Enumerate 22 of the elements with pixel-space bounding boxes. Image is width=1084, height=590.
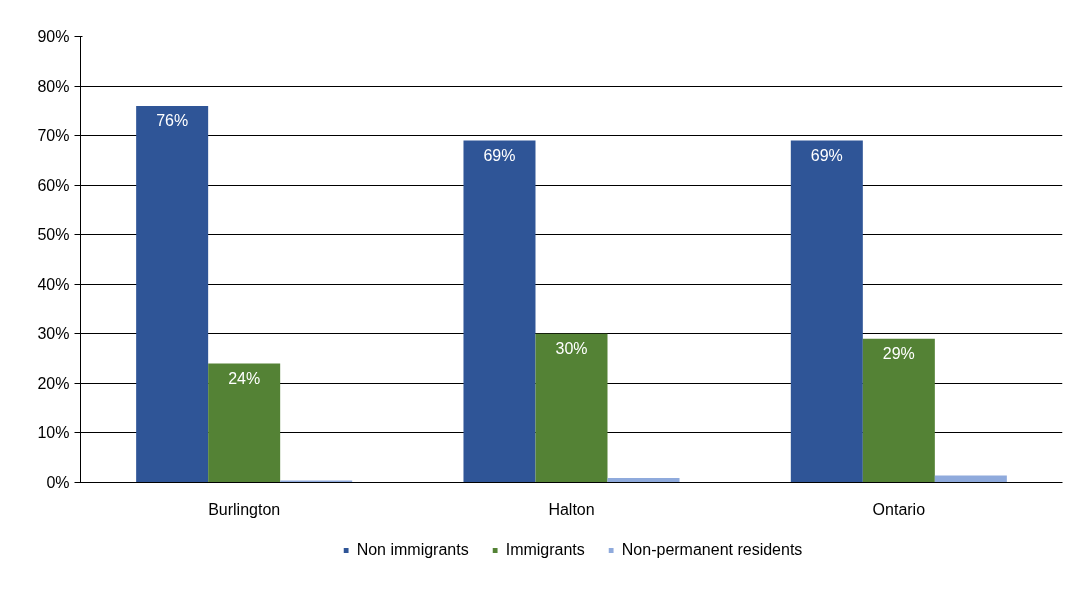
y-tick-label: 60% (37, 176, 70, 194)
data-label: 24% (228, 369, 261, 387)
y-tick-label: 10% (37, 424, 70, 442)
data-label: 29% (882, 345, 915, 363)
y-tick-label: 90% (37, 28, 70, 45)
y-tick-label: 40% (37, 275, 70, 293)
y-tick-label: 70% (37, 127, 70, 145)
y-tick-label: 30% (37, 325, 70, 343)
x-tick-label: Halton (548, 500, 595, 518)
y-tick-label: 0% (46, 474, 70, 491)
data-label: 69% (810, 146, 843, 164)
x-tick-label: Burlington (208, 500, 281, 518)
y-tick-label: 80% (37, 77, 70, 95)
y-tick-label: 20% (37, 374, 70, 392)
legend-label: Non-permanent residents (621, 541, 803, 559)
y-tick-label: 50% (37, 226, 70, 244)
legend-label: Non immigrants (356, 541, 469, 559)
x-tick-label: Ontario (872, 500, 926, 518)
data-label: 30% (555, 340, 588, 358)
data-label: 76% (156, 112, 189, 130)
data-label: 69% (483, 146, 516, 164)
legend-label: Immigrants (505, 541, 585, 559)
